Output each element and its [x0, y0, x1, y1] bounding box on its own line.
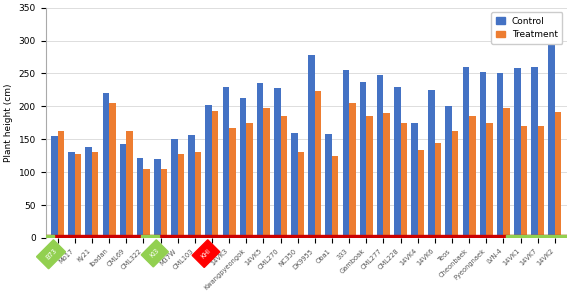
Bar: [332, 156, 339, 238]
Bar: [69, 153, 75, 238]
Bar: [428, 90, 435, 238]
Bar: [469, 116, 476, 238]
Bar: [308, 55, 315, 238]
Bar: [51, 136, 58, 238]
Bar: [383, 113, 390, 238]
Legend: Control, Treatment: Control, Treatment: [491, 12, 562, 44]
Bar: [109, 103, 116, 238]
Bar: [297, 153, 304, 238]
Bar: [418, 150, 424, 238]
Bar: [160, 169, 167, 238]
Bar: [229, 128, 236, 238]
Bar: [555, 112, 561, 238]
Bar: [291, 133, 297, 238]
Bar: [280, 116, 287, 238]
Bar: [514, 68, 521, 238]
Bar: [435, 142, 441, 238]
Bar: [171, 139, 178, 238]
Y-axis label: Plant height (cm): Plant height (cm): [4, 83, 13, 162]
Bar: [325, 134, 332, 238]
Bar: [195, 152, 202, 238]
Bar: [521, 126, 527, 238]
Bar: [504, 108, 510, 238]
Bar: [141, 235, 159, 238]
Bar: [274, 88, 280, 238]
Bar: [497, 73, 504, 238]
Bar: [486, 123, 493, 238]
Bar: [246, 123, 253, 238]
Bar: [75, 154, 81, 238]
Bar: [531, 67, 538, 238]
Bar: [377, 75, 383, 238]
Bar: [120, 145, 126, 238]
Bar: [343, 70, 349, 238]
Bar: [411, 123, 418, 238]
Bar: [126, 131, 133, 238]
Bar: [240, 98, 246, 238]
Bar: [103, 93, 109, 238]
Bar: [400, 123, 407, 238]
Bar: [137, 158, 143, 238]
Bar: [548, 40, 555, 238]
Bar: [86, 147, 92, 238]
Bar: [212, 111, 219, 238]
Bar: [263, 108, 270, 238]
Bar: [257, 83, 263, 238]
Bar: [223, 87, 229, 238]
Bar: [349, 103, 356, 238]
Bar: [143, 169, 150, 238]
Bar: [206, 105, 212, 238]
Bar: [452, 131, 459, 238]
Bar: [315, 91, 321, 238]
Bar: [538, 126, 544, 238]
Bar: [445, 106, 452, 238]
Bar: [46, 235, 567, 238]
Bar: [506, 235, 567, 238]
Bar: [394, 87, 400, 238]
Bar: [480, 72, 486, 238]
Bar: [37, 235, 54, 238]
Bar: [178, 154, 184, 238]
Bar: [154, 159, 160, 238]
Bar: [360, 82, 366, 238]
Bar: [463, 67, 469, 238]
Bar: [92, 152, 98, 238]
Bar: [366, 116, 373, 238]
Bar: [188, 135, 195, 238]
Bar: [58, 131, 64, 238]
